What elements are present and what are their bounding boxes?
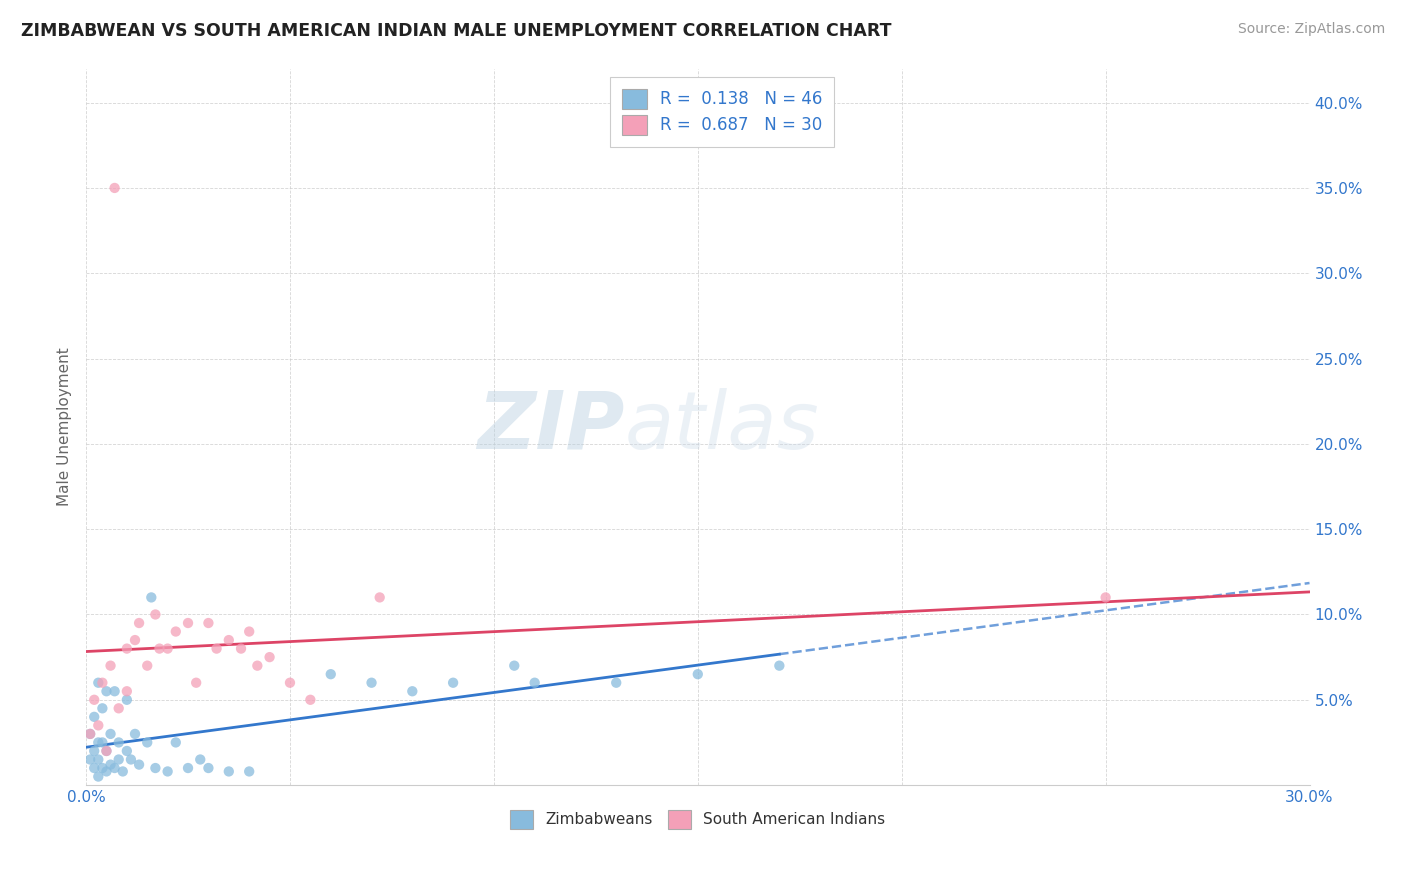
Point: [104, 684, 127, 698]
Point: [115, 693, 138, 707]
Point: [120, 752, 142, 766]
Text: ZIP: ZIP: [477, 388, 624, 466]
Point: [91, 735, 114, 749]
Point: [605, 675, 627, 690]
Point: [177, 761, 200, 775]
Point: [218, 764, 240, 779]
Point: [96, 684, 118, 698]
Point: [87, 752, 110, 766]
Point: [91, 701, 114, 715]
Point: [136, 735, 159, 749]
Point: [136, 658, 159, 673]
Point: [124, 727, 146, 741]
Point: [111, 764, 134, 779]
Point: [87, 718, 110, 732]
Point: [368, 591, 391, 605]
Point: [768, 658, 790, 673]
Point: [156, 764, 179, 779]
Point: [218, 633, 240, 648]
Point: [87, 735, 110, 749]
Point: [238, 764, 260, 779]
Point: [96, 744, 118, 758]
Point: [115, 744, 138, 758]
Point: [360, 675, 382, 690]
Point: [79, 727, 101, 741]
Point: [238, 624, 260, 639]
Point: [100, 658, 122, 673]
Text: Source: ZipAtlas.com: Source: ZipAtlas.com: [1237, 22, 1385, 37]
Point: [319, 667, 342, 681]
Text: atlas: atlas: [624, 388, 820, 466]
Point: [100, 757, 122, 772]
Point: [91, 761, 114, 775]
Point: [83, 744, 105, 758]
Point: [124, 633, 146, 648]
Point: [401, 684, 423, 698]
Point: [83, 710, 105, 724]
Point: [107, 701, 129, 715]
Point: [104, 181, 127, 195]
Point: [107, 735, 129, 749]
Point: [177, 615, 200, 630]
Point: [156, 641, 179, 656]
Y-axis label: Male Unemployment: Male Unemployment: [58, 347, 72, 506]
Point: [91, 675, 114, 690]
Point: [104, 761, 127, 775]
Point: [107, 752, 129, 766]
Point: [79, 727, 101, 741]
Point: [145, 761, 167, 775]
Point: [83, 761, 105, 775]
Point: [205, 641, 228, 656]
Point: [188, 752, 211, 766]
Point: [96, 764, 118, 779]
Point: [1094, 591, 1116, 605]
Point: [87, 770, 110, 784]
Point: [128, 757, 150, 772]
Point: [246, 658, 269, 673]
Point: [83, 693, 105, 707]
Legend: Zimbabweans, South American Indians: Zimbabweans, South American Indians: [505, 804, 891, 835]
Point: [100, 727, 122, 741]
Point: [229, 641, 252, 656]
Point: [523, 675, 546, 690]
Point: [259, 650, 281, 665]
Point: [128, 615, 150, 630]
Point: [165, 735, 187, 749]
Point: [441, 675, 464, 690]
Point: [278, 675, 301, 690]
Point: [141, 591, 163, 605]
Point: [79, 752, 101, 766]
Point: [686, 667, 709, 681]
Point: [197, 761, 219, 775]
Point: [96, 744, 118, 758]
Point: [115, 641, 138, 656]
Point: [299, 693, 322, 707]
Point: [87, 675, 110, 690]
Point: [165, 624, 187, 639]
Point: [503, 658, 526, 673]
Point: [197, 615, 219, 630]
Point: [145, 607, 167, 622]
Point: [115, 684, 138, 698]
Point: [148, 641, 170, 656]
Point: [186, 675, 208, 690]
Text: ZIMBABWEAN VS SOUTH AMERICAN INDIAN MALE UNEMPLOYMENT CORRELATION CHART: ZIMBABWEAN VS SOUTH AMERICAN INDIAN MALE…: [21, 22, 891, 40]
